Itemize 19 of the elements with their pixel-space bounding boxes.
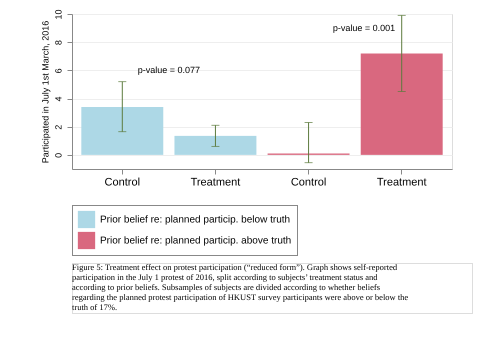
legend-label: Prior belief re: planned particip. above truth <box>100 236 292 246</box>
bar <box>360 53 443 155</box>
x-tick-label: Treatment <box>376 176 427 188</box>
y-tick-label: 6 <box>54 68 64 74</box>
bar <box>81 107 164 155</box>
caption: Figure 5: Treatment effect on protest participation (“reduced form”). Graph shows self-reported participation in the July 1 protest of 2016, split according to subjects’ treatment status and according to prior beliefs. Subsamples of subjects are divided according to whether beliefs regarding the planned protest participation of HKUST survey participants were above or below the truth of 17%. <box>72 262 408 312</box>
bar <box>174 136 256 155</box>
x-tick-label: Control <box>290 176 326 188</box>
y-axis-title: Participated in July 1st March, 2016 <box>40 20 50 164</box>
x-tick-label: Treatment <box>190 176 240 188</box>
x-tick-label: Control <box>104 176 140 188</box>
y-tick-label: 10 <box>54 9 64 20</box>
y-tick-label: 4 <box>54 96 64 102</box>
legend-label: Prior belief re: planned particip. below truth <box>100 214 290 226</box>
annotation: p-value = 0.077 <box>138 64 200 75</box>
y-tick-label: 8 <box>54 40 64 46</box>
annotation: p-value = 0.001 <box>332 22 396 33</box>
y-tick-label: 2 <box>54 124 64 130</box>
y-tick-label: 0 <box>54 152 64 158</box>
